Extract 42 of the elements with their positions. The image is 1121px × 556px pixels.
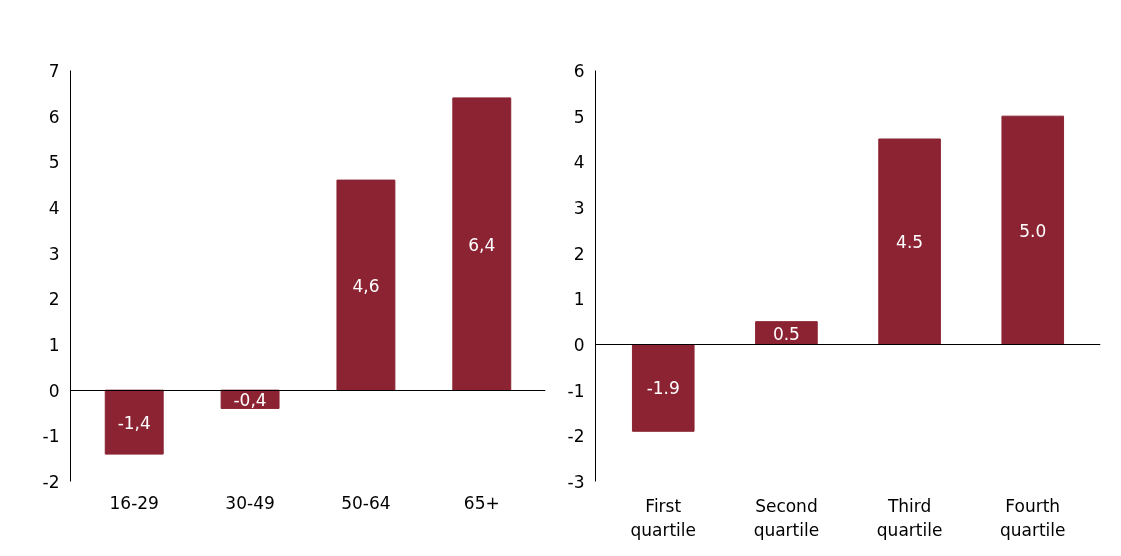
data-label: 6,4 xyxy=(468,234,496,255)
y-tick-label: 5 xyxy=(48,152,60,173)
data-label: 4,6 xyxy=(352,275,380,296)
y-tick-label: -3 xyxy=(567,472,585,492)
y-tick-label: -1 xyxy=(567,380,585,401)
data-label: -1,4 xyxy=(117,412,151,433)
x-tick-label: Third quartile xyxy=(876,495,943,540)
y-tick-label: -1 xyxy=(42,426,60,447)
y-tick-label: -2 xyxy=(42,472,60,492)
bar xyxy=(631,344,695,432)
y-tick-label: -2 xyxy=(567,426,585,447)
data-label: 4.5 xyxy=(896,232,924,253)
x-tick-label: 65+ xyxy=(463,492,500,513)
data-label: 0.5 xyxy=(772,323,800,344)
y-tick-label: 1 xyxy=(48,335,60,355)
data-label: -0,4 xyxy=(233,389,267,410)
y-tick-label: 3 xyxy=(48,243,60,264)
y-tick-label: 4 xyxy=(573,152,585,173)
bar xyxy=(336,179,396,391)
y-tick-label: 7 xyxy=(48,61,60,81)
x-tick-label: 16-29 xyxy=(109,492,159,513)
y-tick-label: 0 xyxy=(573,335,585,355)
bar xyxy=(452,97,512,391)
y-tick-label: 4 xyxy=(48,198,60,218)
x-tick-label: First quartile xyxy=(630,495,697,540)
bar xyxy=(104,389,164,455)
y-tick-label: 6 xyxy=(48,106,60,127)
y-tick-label: 2 xyxy=(573,243,585,264)
x-tick-label: 50-64 xyxy=(341,492,391,513)
x-tick-label: 30-49 xyxy=(225,492,275,513)
data-label: -1.9 xyxy=(646,378,680,399)
y-tick-label: 0 xyxy=(48,380,60,401)
bar xyxy=(1001,115,1065,345)
x-tick-label: Second quartile xyxy=(753,495,820,540)
y-tick-label: 3 xyxy=(573,198,585,218)
data-label: 5.0 xyxy=(1019,220,1047,241)
x-tick-label: Fourth quartile xyxy=(999,495,1066,540)
y-tick-label: 6 xyxy=(573,61,585,81)
y-tick-label: 2 xyxy=(48,289,60,310)
y-tick-label: 1 xyxy=(573,289,585,310)
y-tick-label: 5 xyxy=(573,106,585,127)
bar xyxy=(878,138,941,345)
